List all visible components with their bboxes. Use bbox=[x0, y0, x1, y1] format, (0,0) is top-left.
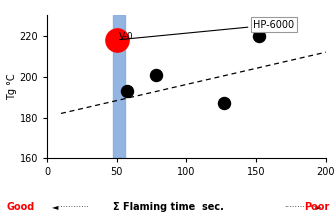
Text: ◄············: ◄············ bbox=[52, 202, 90, 211]
Point bbox=[153, 73, 159, 76]
Text: Poor: Poor bbox=[304, 202, 329, 212]
Text: Good: Good bbox=[7, 202, 35, 212]
Text: V-0: V-0 bbox=[119, 32, 133, 41]
Bar bbox=[113, 15, 125, 158]
Point bbox=[221, 101, 227, 105]
Point bbox=[256, 34, 262, 38]
Text: ············►: ············► bbox=[284, 202, 322, 211]
Text: Σ Flaming time  sec.: Σ Flaming time sec. bbox=[113, 202, 223, 212]
Text: HP-6000: HP-6000 bbox=[120, 20, 295, 40]
Point bbox=[124, 89, 129, 93]
Point bbox=[114, 38, 120, 42]
Y-axis label: Tg °C: Tg °C bbox=[7, 73, 16, 100]
